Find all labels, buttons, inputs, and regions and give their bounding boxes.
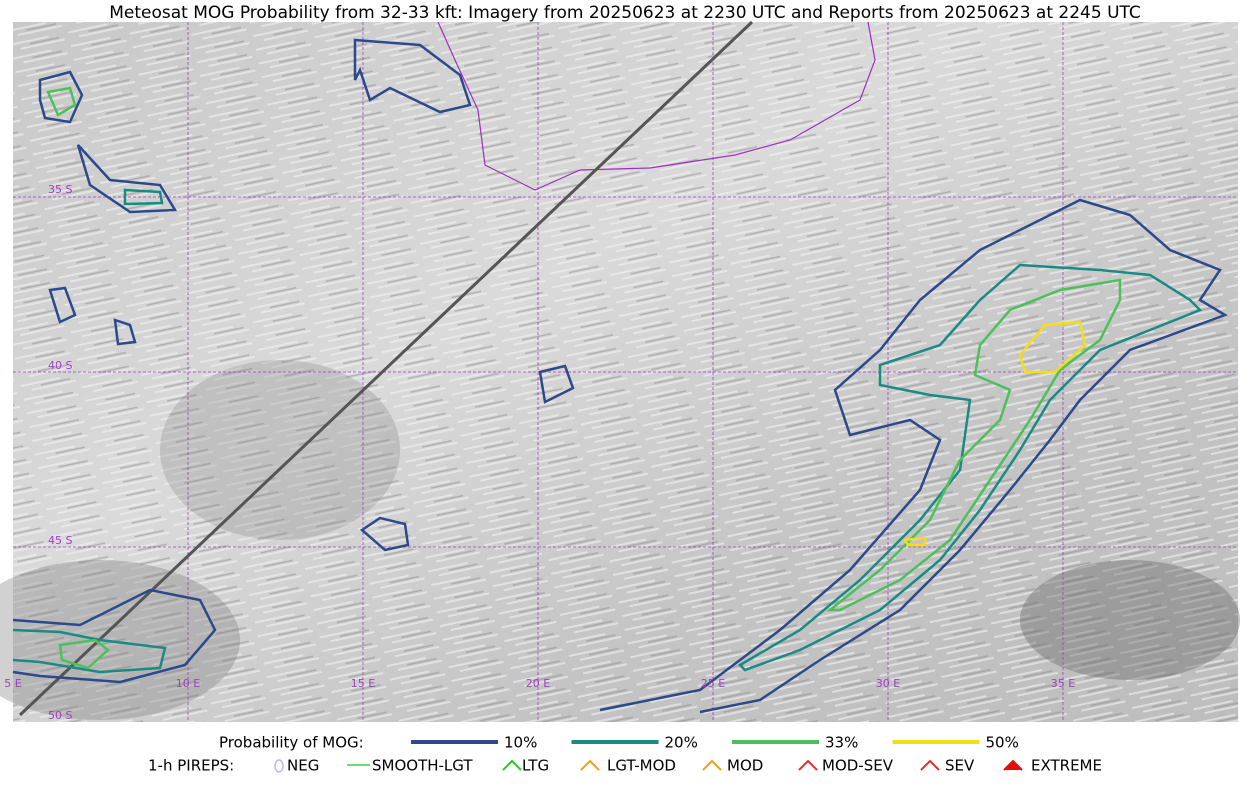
- lat-label: 35 S: [48, 183, 72, 196]
- pirep-label: MOD: [727, 757, 763, 775]
- legend-label: 50%: [986, 734, 1019, 752]
- contours: [12, 38, 1228, 714]
- pirep-icon: [702, 759, 722, 771]
- legend-title: 1-h PIREPS:: [148, 757, 234, 775]
- legend-title: Probability of MOG:: [219, 734, 364, 752]
- lon-label: 15 E: [351, 677, 375, 690]
- legend-label: 33%: [825, 734, 858, 752]
- pirep-icon: [1003, 759, 1023, 771]
- coastline: [437, 21, 876, 191]
- lat-label: 45 S: [48, 534, 72, 547]
- pirep-icon: [920, 759, 940, 771]
- lon-label: 20 E: [526, 677, 550, 690]
- title: Meteosat MOG Probability from 32-33 kft:…: [109, 3, 1141, 23]
- lon-label: 35 E: [1051, 677, 1075, 690]
- pirep-label: LTG: [522, 757, 549, 775]
- pirep-icon: [502, 759, 522, 771]
- pirep-label: SMOOTH-LGT: [372, 757, 473, 775]
- dark-cloud: [0, 560, 240, 720]
- lon-label: 5 E: [4, 677, 21, 690]
- map: 35 S 40 S 45 S 50 S 5 E 10 E 15 E 20 E 25 E 30 E…: [0, 20, 1240, 722]
- pirep-icon: [274, 759, 284, 773]
- lat-label: 40 S: [48, 359, 72, 372]
- pirep-label: SEV: [945, 757, 975, 775]
- pirep-label: NEG: [287, 757, 319, 775]
- pirep-label: LGT-MOD: [607, 757, 676, 775]
- pirep-label: MOD-SEV: [822, 757, 894, 775]
- lat-labels: 35 S 40 S 45 S 50 S: [48, 183, 72, 722]
- pirep-icon: [798, 759, 818, 771]
- lon-labels: 5 E 10 E 15 E 20 E 25 E 30 E 35 E: [4, 677, 1075, 690]
- legend-label: 20%: [665, 734, 698, 752]
- dark-cloud: [1020, 560, 1240, 680]
- pirep-label: EXTREME: [1031, 757, 1102, 775]
- legend: Probability of MOG: 10% 20% 33% 50% 1-h PIREP…: [148, 734, 1102, 775]
- legend-label: 10%: [504, 734, 537, 752]
- dark-cloud: [160, 360, 400, 540]
- lon-label: 30 E: [876, 677, 900, 690]
- lon-label: 25 E: [701, 677, 725, 690]
- lat-label: 50 S: [48, 709, 72, 722]
- pirep-icon: [580, 759, 600, 771]
- lon-label: 10 E: [176, 677, 200, 690]
- flight-track: [18, 20, 754, 717]
